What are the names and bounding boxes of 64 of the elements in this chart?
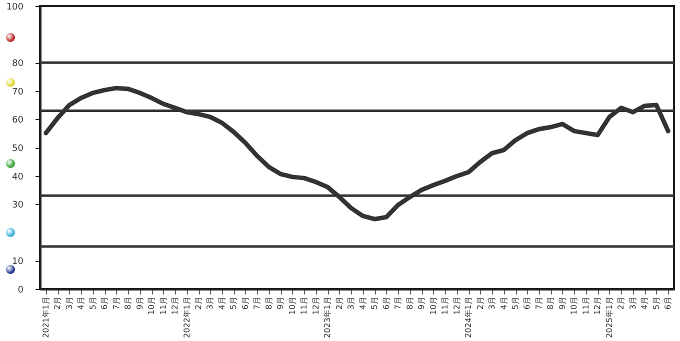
x-tick-label: 2月 <box>194 296 203 310</box>
x-tick-label: 4月 <box>640 296 650 310</box>
x-tick-label: 10月 <box>570 296 579 315</box>
x-tick-label: 3月 <box>628 296 638 310</box>
x-tick-label: 3月 <box>346 296 356 310</box>
x-tick-label: 12月 <box>452 296 462 315</box>
x-tick-label: 11月 <box>440 296 450 315</box>
x-tick-label: 10月 <box>288 296 297 315</box>
x-tick-label: 2月 <box>53 296 62 310</box>
x-tick-label: 11月 <box>158 296 168 315</box>
x-tick-label: 4月 <box>358 296 368 310</box>
x-tick-label: 6月 <box>240 296 250 310</box>
x-tick-label: 10月 <box>147 296 156 315</box>
x-tick-label: 5月 <box>229 296 238 310</box>
x-tick-label: 7月 <box>112 296 121 310</box>
y-tick-label: 40 <box>12 172 24 182</box>
x-tick-label: 9月 <box>135 296 144 310</box>
y-tick-label: 100 <box>6 2 24 12</box>
y-tick-label: 0 <box>18 286 24 296</box>
x-tick-label: 5月 <box>652 296 661 310</box>
y-tick-label: 70 <box>12 87 24 98</box>
y-tick-label: 10 <box>12 257 24 268</box>
x-tick-label: 12月 <box>593 296 602 315</box>
line-series <box>44 86 670 222</box>
x-tick-label: 6月 <box>664 296 673 310</box>
x-tick-label: 2023年1月 <box>323 296 332 338</box>
y-tick-label: 50 <box>12 144 24 154</box>
x-tick-label: 12月 <box>311 296 320 315</box>
x-tick-label: 7月 <box>394 296 403 310</box>
x-tick-label: 8月 <box>546 296 556 310</box>
x-tick-label: 11月 <box>581 296 590 315</box>
y-tick-label: 60 <box>12 116 24 126</box>
y-tick-label: 30 <box>12 200 24 211</box>
x-tick-label: 3月 <box>64 296 74 310</box>
x-tick-label: 9月 <box>276 296 286 310</box>
x-tick-label: 7月 <box>252 296 262 310</box>
x-tick-label: 3月 <box>206 296 215 310</box>
x-tick-label: 4月 <box>217 296 226 310</box>
x-tick-label: 2021年1月 <box>41 296 50 338</box>
x-tick-label: 6月 <box>100 296 110 310</box>
x-tick-label: 8月 <box>264 296 274 310</box>
x-tick-label: 2月 <box>334 296 344 310</box>
x-tick-label: 5月 <box>370 296 380 310</box>
x-tick-label: 5月 <box>88 296 98 310</box>
x-tick-label: 8月 <box>405 296 414 310</box>
x-tick-label: 12月 <box>170 296 180 315</box>
x-tick-label: 11月 <box>300 296 309 315</box>
x-tick-label: 2月 <box>476 296 485 310</box>
x-tick-label: 4月 <box>499 296 508 310</box>
x-tick-label: 6月 <box>382 296 391 310</box>
x-tick-label: 5月 <box>511 296 520 310</box>
x-tick-label: 3月 <box>488 296 497 310</box>
y-tick-label: 80 <box>12 59 24 70</box>
x-tick-label: 2022年1月 <box>182 296 192 338</box>
x-tick-label: 2025年1月 <box>604 296 614 338</box>
x-tick-label: 6月 <box>522 296 532 310</box>
x-tick-label: 4月 <box>76 296 86 310</box>
x-tick-label: 8月 <box>124 296 133 310</box>
x-tick-label: 2024年1月 <box>464 296 474 338</box>
x-tick-label: 7月 <box>534 296 544 310</box>
x-tick-label: 10月 <box>428 296 438 315</box>
x-tick-label: 2月 <box>616 296 626 310</box>
x-tick-label: 9月 <box>417 296 426 310</box>
x-tick-label: 9月 <box>558 296 567 310</box>
